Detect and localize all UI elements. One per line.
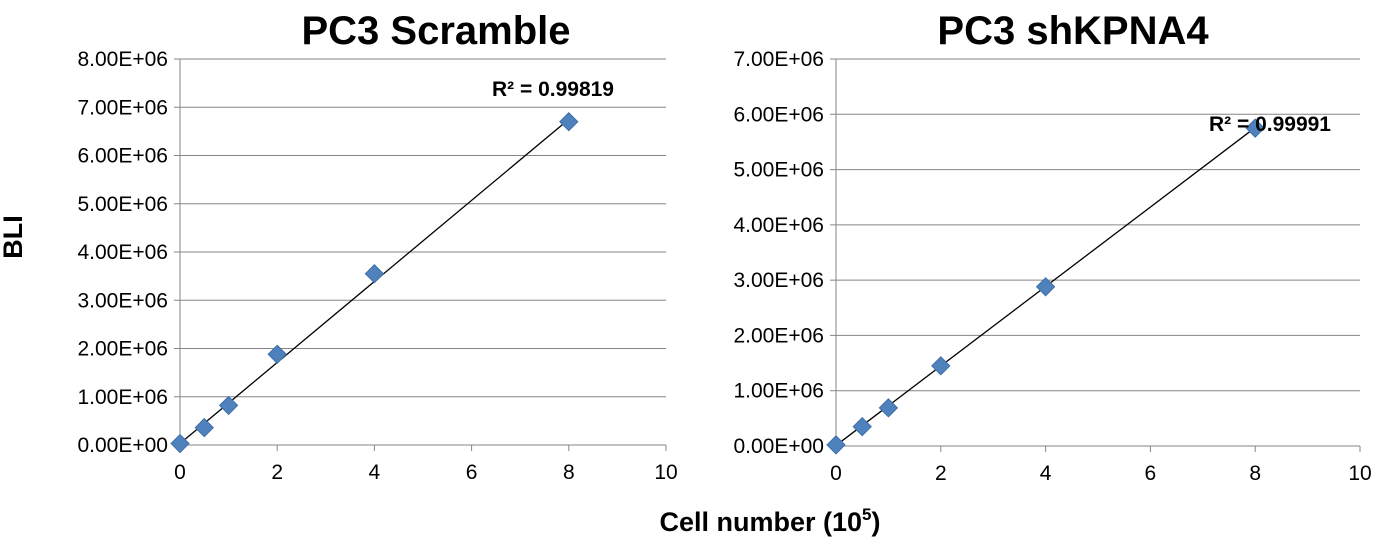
data-point [1035, 277, 1056, 297]
x-tick-label: 0 [830, 462, 842, 485]
chart-panel-scramble: PC3 Scramble 0.00E+00 1.00E+06 2.00E+06 3.0… [77, 9, 677, 484]
data-point [218, 395, 239, 416]
r-squared-annotation: R² = 0.99991 [1209, 113, 1331, 136]
data-point [931, 356, 951, 376]
y-tick-label: 1.00E+06 [733, 380, 824, 403]
x-tick-label: 8 [1249, 462, 1261, 485]
x-tick-label: 4 [1040, 462, 1052, 485]
data-points [170, 112, 579, 454]
data-point [194, 417, 215, 438]
x-tick-label: 10 [654, 461, 677, 484]
y-tick-label: 6.00E+06 [77, 145, 168, 168]
x-tick-labels: 0 2 4 6 8 10 [830, 462, 1372, 485]
r-squared-annotation: R² = 0.99819 [492, 78, 614, 101]
x-tick-label: 2 [271, 461, 283, 484]
data-point [364, 264, 385, 284]
gridlines [180, 58, 666, 398]
y-tick-label: 0.00E+00 [733, 435, 824, 458]
y-tick-label: 3.00E+06 [77, 289, 168, 312]
data-point [852, 416, 872, 437]
y-tick-label: 7.00E+06 [77, 96, 168, 119]
data-point [1245, 118, 1265, 138]
x-tick-label: 0 [174, 461, 186, 484]
y-axis-label: BLI [0, 215, 28, 259]
y-tick-label: 2.00E+06 [77, 338, 168, 361]
axes [830, 58, 1361, 452]
x-tick-label: 4 [369, 461, 381, 484]
y-tick-label: 4.00E+06 [77, 241, 168, 264]
y-tick-label: 8.00E+06 [77, 48, 168, 71]
y-tick-label: 5.00E+06 [77, 193, 168, 216]
data-point [267, 344, 287, 364]
x-axis-label-superscript: 5 [862, 505, 871, 524]
x-axis-label: Cell number (105) [659, 505, 880, 537]
y-tick-label: 7.00E+06 [733, 48, 824, 71]
axes [174, 58, 667, 451]
chart-title: PC3 shKPNA4 [937, 9, 1209, 53]
y-tick-label: 0.00E+00 [77, 434, 168, 457]
y-tick-label: 4.00E+06 [733, 214, 824, 237]
gridlines [836, 58, 1360, 392]
data-point [878, 398, 899, 418]
x-tick-labels: 0 2 4 6 8 10 [174, 461, 678, 484]
data-point [170, 433, 190, 454]
x-tick-label: 6 [466, 461, 478, 484]
y-tick-label: 3.00E+06 [733, 269, 824, 292]
data-point [826, 435, 846, 455]
data-points [826, 118, 1265, 455]
x-axis-label-main: Cell number (10 [659, 507, 862, 537]
x-tick-label: 6 [1145, 462, 1157, 485]
y-tick-label: 5.00E+06 [733, 159, 824, 182]
x-axis-label-close: ) [872, 507, 881, 537]
y-tick-label: 2.00E+06 [733, 324, 824, 347]
x-tick-label: 8 [563, 461, 575, 484]
x-tick-label: 10 [1348, 462, 1371, 485]
y-tick-label: 6.00E+06 [733, 103, 824, 126]
data-point [559, 112, 579, 132]
x-tick-label: 2 [935, 462, 947, 485]
y-tick-labels: 0.00E+00 1.00E+06 2.00E+06 3.00E+06 4.00E+06… [77, 48, 168, 457]
y-tick-labels: 0.00E+00 1.00E+06 2.00E+06 3.00E+06 4.00E+06… [733, 48, 824, 458]
chart-panel-shkpna4: PC3 shKPNA4 0.00E+00 1.00E+06 2.00E+06 3.00… [733, 9, 1371, 485]
y-tick-label: 1.00E+06 [77, 386, 168, 409]
chart-title: PC3 Scramble [301, 9, 570, 53]
